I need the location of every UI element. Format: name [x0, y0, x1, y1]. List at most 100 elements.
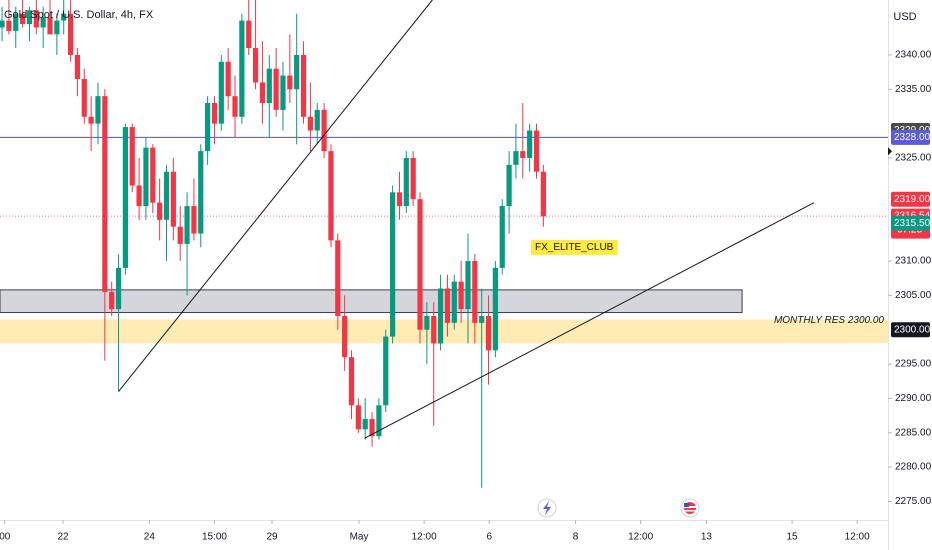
candle-body [129, 127, 135, 186]
candle-body [26, 10, 33, 25]
candle-body [417, 199, 423, 330]
x-tick-label: 29 [266, 532, 278, 543]
candle-body [437, 288, 444, 344]
candle-body [335, 240, 341, 316]
candle-body [109, 291, 115, 310]
candle-body [252, 48, 259, 83]
annotation: FX_ELITE_CLUB [535, 242, 614, 253]
price-label: 2300.00 [894, 324, 931, 335]
y-tick-label: 2335.00 [895, 84, 932, 95]
candle-body [485, 315, 492, 351]
candle-body [390, 192, 396, 337]
candle-body [383, 336, 389, 406]
candle-body [259, 82, 266, 104]
zone-label: MONTHLY RES 2300.00 [774, 315, 884, 326]
candle-body [47, 17, 53, 35]
candle-body [362, 419, 368, 430]
candle-body [410, 157, 416, 200]
annotation-box [530, 239, 618, 255]
x-tick-label: 12:00 [628, 532, 653, 543]
price-label: 2319.00 [894, 194, 931, 205]
y-tick-label: 2305.00 [895, 290, 932, 301]
candle-body [163, 171, 170, 220]
candle-body [54, 20, 60, 35]
plot-area: MONTHLY RES 2300.00 [0, 0, 888, 488]
candle-body [300, 54, 307, 117]
candle-body [465, 261, 471, 310]
x-tick-label: 12:00 [412, 532, 437, 543]
candle-body [520, 151, 526, 158]
candle-body [246, 20, 252, 49]
price-marker [888, 147, 892, 156]
candle-body [198, 151, 204, 234]
x-tick-label: 24 [144, 532, 156, 543]
candle-body [533, 130, 540, 172]
candle-body [506, 164, 512, 207]
candle-body [527, 130, 533, 158]
y-tick-label: 2325.00 [895, 153, 932, 164]
price-label-box [891, 322, 930, 338]
x-tick-label: 6 [486, 532, 492, 543]
x-tick-label: May [350, 532, 369, 543]
candle-body [157, 202, 163, 220]
candle-body [88, 116, 94, 124]
candle-body [33, 10, 39, 28]
x-tick-label: 00 [0, 532, 11, 543]
candle-body [61, 13, 67, 21]
event-icon [680, 498, 700, 518]
trend-line [118, 0, 433, 392]
candle-body [102, 96, 108, 292]
candle-body [499, 206, 505, 268]
candle-body [136, 185, 142, 207]
candle-body [287, 75, 293, 90]
y-tick-label: 2285.00 [895, 427, 932, 438]
candle-body [540, 171, 546, 217]
candle-body [451, 281, 457, 323]
candle-body [458, 281, 464, 310]
candle-body [232, 96, 238, 117]
candle-body [218, 61, 224, 124]
zone [0, 319, 888, 344]
x-tick-label: 8 [573, 532, 579, 543]
candle-body [170, 171, 176, 227]
candle-body [403, 157, 409, 207]
candle-body [20, 13, 26, 25]
candle-body [122, 127, 128, 268]
event-icon [537, 498, 557, 518]
candle-body [314, 109, 320, 131]
candle-body [191, 206, 197, 234]
candle-body [95, 96, 101, 124]
candle-body [177, 226, 183, 244]
candle-body [13, 13, 19, 31]
candle-body [211, 103, 218, 124]
candle-body [239, 20, 245, 117]
candle-body [225, 61, 231, 97]
candle-body [266, 68, 272, 104]
candle-body [355, 405, 361, 430]
candle-body [6, 20, 12, 31]
trend-line [364, 202, 815, 439]
candle-body [328, 151, 334, 241]
candle-body [184, 206, 190, 244]
price-label-box [891, 129, 930, 145]
candle-body [115, 267, 122, 310]
price-label: 2315.50 [894, 218, 931, 229]
candle-body [81, 78, 87, 117]
y-tick-label: 2340.00 [895, 50, 932, 61]
x-tick-label: 13 [701, 532, 713, 543]
chart-title: Gold Spot / U.S. Dollar, 4h, FX [4, 9, 154, 21]
candle-body [376, 405, 382, 437]
candle-body [307, 116, 313, 131]
price-label-box [891, 191, 930, 207]
candle-body [472, 261, 478, 323]
candle-body [321, 109, 327, 152]
price-label: 2328.00 [894, 132, 931, 143]
y-tick-label: 2280.00 [895, 462, 932, 473]
y-tick-label: 2275.00 [895, 496, 932, 507]
candle-body [424, 315, 430, 330]
candle-body [294, 54, 300, 90]
candle-body [74, 54, 81, 79]
currency: USD [893, 11, 916, 23]
candle-body [67, 13, 74, 55]
candle-body [280, 75, 286, 110]
